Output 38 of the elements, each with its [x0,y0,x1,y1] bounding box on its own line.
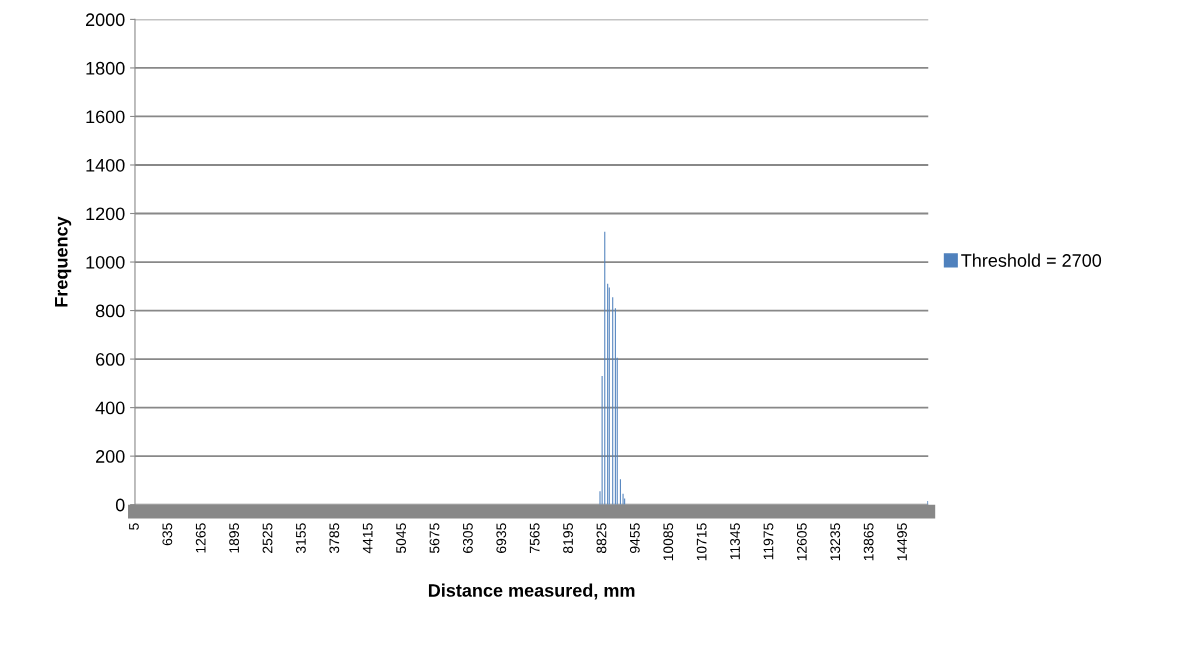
x-tick-label: 3155 [295,523,306,554]
x-axis-title: Distance measured, mm [428,583,635,600]
x-tick-label: 8195 [563,523,573,554]
x-tick-label: 3785 [329,523,340,554]
legend-label: Threshold = 2700 [961,253,1102,267]
y-tick-label: 800 [95,304,125,318]
y-tick-label: 400 [95,401,125,415]
y-tick-label: 1600 [86,110,125,124]
x-tick-label: 1265 [195,523,206,553]
y-tick-label: 1800 [86,61,125,75]
x-tick-label: 10085 [663,523,674,561]
y-axis-title: Frequency [55,216,72,307]
y-tick-label: 600 [96,353,125,366]
x-tick-label: 5675 [429,523,440,554]
y-tick-label: 1000 [86,255,125,269]
y-tick-label: 1400 [86,158,125,172]
x-tick-label: 2525 [262,523,273,553]
x-tick-label: 4415 [362,523,373,554]
x-tick-label: 10715 [696,523,707,561]
x-tick-label: 1895 [229,523,240,553]
x-tick-label: 7565 [529,523,540,553]
x-tick-label: 6935 [496,523,507,553]
x-tick-label: 11975 [763,523,774,560]
x-tick-label: 6305 [462,523,473,553]
x-tick-label: 14495 [897,523,907,561]
y-tick-label: 200 [96,450,125,463]
x-tick-label: 635 [162,523,173,546]
x-tick-label: 13235 [830,523,841,561]
x-tick-label: 8825 [596,523,607,554]
y-tick-label: 1200 [86,207,125,221]
x-tick-label: 5045 [396,523,406,554]
y-tick-label: 0 [115,498,125,512]
x-tick-label: 11345 [730,523,740,560]
x-tick-label: 9455 [629,523,640,553]
x-tick-label: 13865 [863,523,874,561]
y-tick-label: 2000 [86,13,125,27]
x-tick-label: 12605 [796,523,807,561]
x-tick-label: 5 [129,523,139,530]
